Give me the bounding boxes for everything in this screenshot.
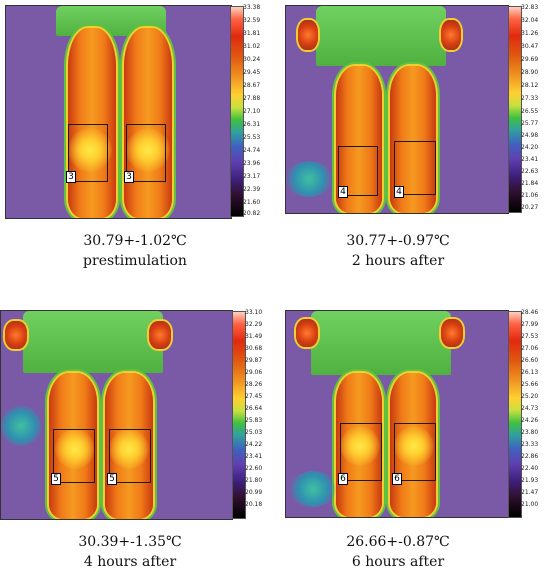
roi-label: 3 [66,171,76,183]
scale-tick: 29.06 [245,369,263,376]
temperature-scale-bar [232,311,246,519]
scale-tick: 22.60 [245,465,263,472]
scale-tick: 32.04 [521,17,539,24]
scale-tick: 26.64 [245,405,263,412]
scale-tick: 28.46 [521,309,539,316]
scale-tick: 21.60 [243,199,261,206]
caption-label: 2 hours after [351,253,445,269]
scale-tick: 20.82 [243,210,261,217]
roi-label: 5 [51,473,61,485]
scale-tick: 31.02 [243,43,261,50]
scale-tick: 26.13 [521,369,539,376]
scale-tick: 23.41 [521,156,539,163]
scale-tick: 30.24 [243,56,261,63]
scale-tick: 23.33 [521,441,539,448]
roi-label: 6 [392,473,402,485]
scale-tick: 20.18 [245,501,263,508]
scale-tick: 21.06 [521,192,539,199]
scale-tick: 24.26 [521,417,539,424]
roi-label: 4 [338,186,348,198]
scale-tick: 33.10 [245,309,263,316]
scale-tick: 25.03 [245,429,263,436]
scale-tick: 24.74 [243,147,261,154]
temperature-scale-bar [508,6,522,213]
scale-tick: 23.17 [243,173,261,180]
scale-tick: 25.20 [521,393,539,400]
scale-tick: 32.59 [243,17,261,24]
caption-value: 30.39+-1.35℃ [78,534,182,550]
scale-tick: 26.60 [521,357,539,364]
scale-tick: 22.63 [521,168,539,175]
scale-tick: 30.68 [245,345,263,352]
scale-tick: 28.26 [245,381,263,388]
scale-tick: 23.41 [245,453,263,460]
caption-label: 6 hours after [351,554,445,570]
caption-label: 4 hours after [83,554,177,570]
scale-tick: 20.27 [521,204,539,211]
scale-tick: 27.10 [243,108,261,115]
scale-tick: 21.93 [521,477,539,484]
thermal-panel-2: 4 4 32.83 32.04 31.26 30.47 29.69 28.90 … [283,0,557,285]
scale-tick: 29.69 [521,56,539,63]
scale-tick: 25.83 [245,417,263,424]
scale-tick: 23.96 [243,160,261,167]
roi-label: 3 [124,171,134,183]
scale-tick: 33.38 [243,4,261,11]
thermal-panel-1: 3 3 33.38 32.59 31.81 31.02 30.24 29.45 … [0,0,270,285]
scale-tick: 32.29 [245,321,263,328]
thermal-image-2: 4 4 [285,5,509,214]
caption-value: 30.79+-1.02℃ [83,233,187,249]
scale-tick: 20.99 [245,489,263,496]
scale-tick: 28.12 [521,82,539,89]
scale-tick: 27.53 [521,333,539,340]
thermal-image-1: 3 3 [5,5,232,219]
scale-tick: 24.73 [521,405,539,412]
scale-tick: 22.86 [521,453,539,460]
scale-tick: 26.55 [521,108,539,115]
scale-tick: 22.39 [243,186,261,193]
scale-tick: 27.33 [521,95,539,102]
temperature-scale-bar [508,311,522,518]
caption-value: 26.66+-0.87℃ [346,534,450,550]
scale-tick: 23.80 [521,429,539,436]
scale-tick: 24.98 [521,132,539,139]
scale-tick: 21.00 [521,501,539,508]
scale-tick: 25.53 [243,134,261,141]
scale-tick: 26.31 [243,121,261,128]
scale-tick: 31.81 [243,30,261,37]
thermal-panel-3: 5 5 33.10 32.29 31.49 30.68 29.87 29.06 … [0,305,270,575]
scale-tick: 22.40 [521,465,539,472]
scale-tick: 31.26 [521,30,539,37]
scale-tick: 29.45 [243,69,261,76]
thermal-image-3: 5 5 [0,310,233,520]
scale-tick: 29.87 [245,357,263,364]
scale-tick: 27.06 [521,345,539,352]
thermal-panel-4: 6 6 28.46 27.99 27.53 27.06 26.60 26.13 … [283,305,557,575]
scale-tick: 21.47 [521,489,539,496]
scale-tick: 28.90 [521,69,539,76]
scale-tick: 27.99 [521,321,539,328]
scale-tick: 31.49 [245,333,263,340]
temperature-scale-bar [230,6,244,217]
scale-tick: 30.47 [521,43,539,50]
scale-tick: 24.20 [521,144,539,151]
scale-tick: 21.80 [245,477,263,484]
roi-label: 4 [394,186,404,198]
roi-label: 5 [107,473,117,485]
roi-label: 6 [338,473,348,485]
caption-value: 30.77+-0.97℃ [346,233,450,249]
thermal-image-4: 6 6 [285,310,509,518]
scale-tick: 25.66 [521,381,539,388]
scale-tick: 24.22 [245,441,263,448]
scale-tick: 25.77 [521,120,539,127]
caption-label: prestimulation [83,253,187,269]
scale-tick: 21.84 [521,180,539,187]
scale-tick: 27.88 [243,95,261,102]
scale-tick: 27.45 [245,393,263,400]
scale-tick: 32.83 [521,4,539,11]
scale-tick: 28.67 [243,82,261,89]
